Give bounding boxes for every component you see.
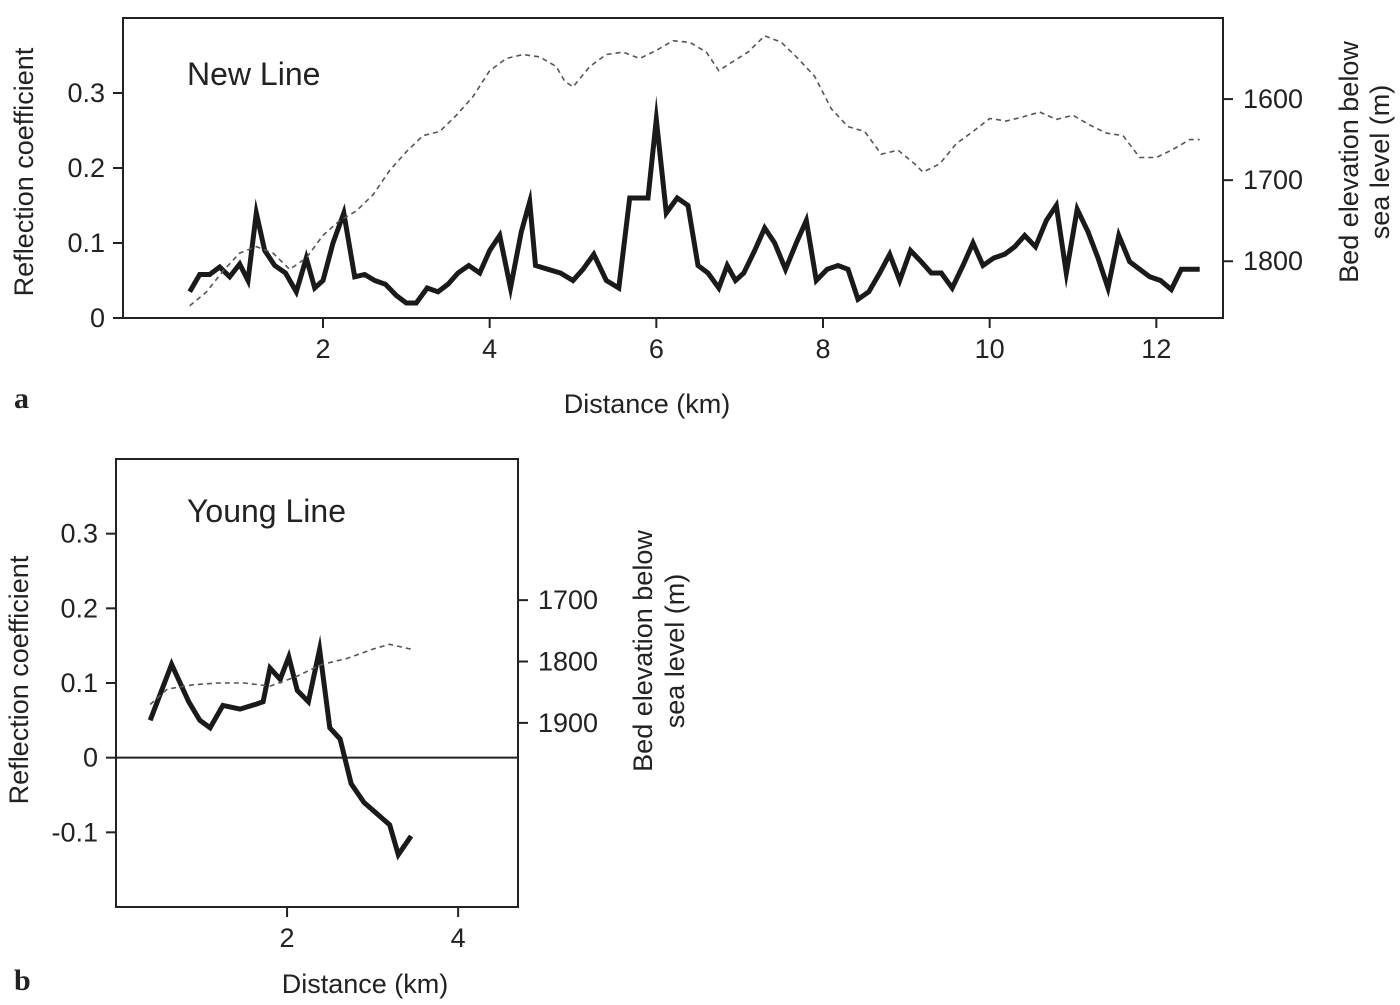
panel-a-x-tick-label-6: 6	[649, 334, 664, 364]
panel-b-y-tick-label-3: 0.2	[60, 593, 98, 623]
panel-b-y-tick-label-0: -0.1	[51, 817, 98, 847]
panel-a-x-tick-label-10: 10	[975, 334, 1005, 364]
panel-a: New Line Distance (km) Reflection coeffi…	[9, 17, 1395, 419]
panel-a-y2-tick-label-1700: 1700	[1243, 165, 1303, 195]
panel-a-series-bed-elevation	[189, 34, 1200, 307]
panel-a-x-tick-label-2: 2	[315, 334, 330, 364]
panel-b-letter: b	[14, 964, 31, 997]
panel-b-series-bed-elevation	[149, 643, 412, 706]
panel-b-series-reflection-coefficient	[147, 634, 414, 861]
panel-b-series	[147, 634, 414, 861]
panel-a-y-tick-label-3: 0.3	[67, 78, 105, 108]
panel-a-series	[187, 34, 1200, 307]
panel-a-x-tick-label-12: 12	[1141, 334, 1171, 364]
panel-b-x-tick-label-4: 4	[451, 923, 466, 953]
panel-b-y-axis-title: Reflection coefficient	[4, 555, 34, 804]
panel-a-x-tick-label-8: 8	[815, 334, 830, 364]
panel-b-y2-tick-label-1800: 1800	[538, 647, 598, 677]
panel-b-y-tick-label-2: 0.1	[60, 668, 98, 698]
panel-a-y2-tick-label-1600: 1600	[1243, 84, 1303, 114]
panel-a-ticks: 2 4 6 8 10 12 0 0.1 0.2 0.3 1600 1700 1800	[67, 78, 1303, 364]
panel-a-y-tick-label-1: 0.1	[67, 228, 105, 258]
panel-a-y2-tick-label-1800: 1800	[1243, 246, 1303, 276]
panel-a-x-tick-label-4: 4	[482, 334, 497, 364]
panel-b-x-tick-label-2: 2	[280, 923, 295, 953]
panel-b-y2-axis-title-line1: Bed elevation below	[628, 530, 658, 772]
panel-a-y-tick-label-0: 0	[90, 303, 105, 333]
panel-a-letter: a	[14, 382, 29, 415]
panel-a-y-axis-title: Reflection coefficient	[9, 47, 39, 296]
panel-b-title: Young Line	[187, 493, 346, 529]
panel-a-y2-axis-title-line2: sea level (m)	[1365, 85, 1395, 240]
panel-a-title: New Line	[187, 56, 320, 92]
panel-a-y-tick-label-2: 0.2	[67, 153, 105, 183]
panel-a-y2-axis-title-line1: Bed elevation below	[1334, 41, 1364, 283]
panel-b-ticks: 2 4 -0.1 0 0.1 0.2 0.3 1700 1800 1900	[51, 519, 598, 953]
panel-b-y-tick-label-1: 0	[83, 743, 98, 773]
panel-b-y2-axis-title-line2: sea level (m)	[660, 574, 690, 729]
panel-b-y-tick-label-4: 0.3	[60, 519, 98, 549]
panel-b-y2-tick-label-1900: 1900	[538, 708, 598, 738]
panel-a-series-reflection-coefficient	[187, 95, 1200, 306]
panel-b: Young Line Distance (km) Reflection coef…	[4, 458, 690, 999]
panel-a-x-axis-title: Distance (km)	[564, 389, 731, 419]
panel-b-x-axis-title: Distance (km)	[282, 969, 449, 999]
panel-b-y2-tick-label-1700: 1700	[538, 585, 598, 615]
